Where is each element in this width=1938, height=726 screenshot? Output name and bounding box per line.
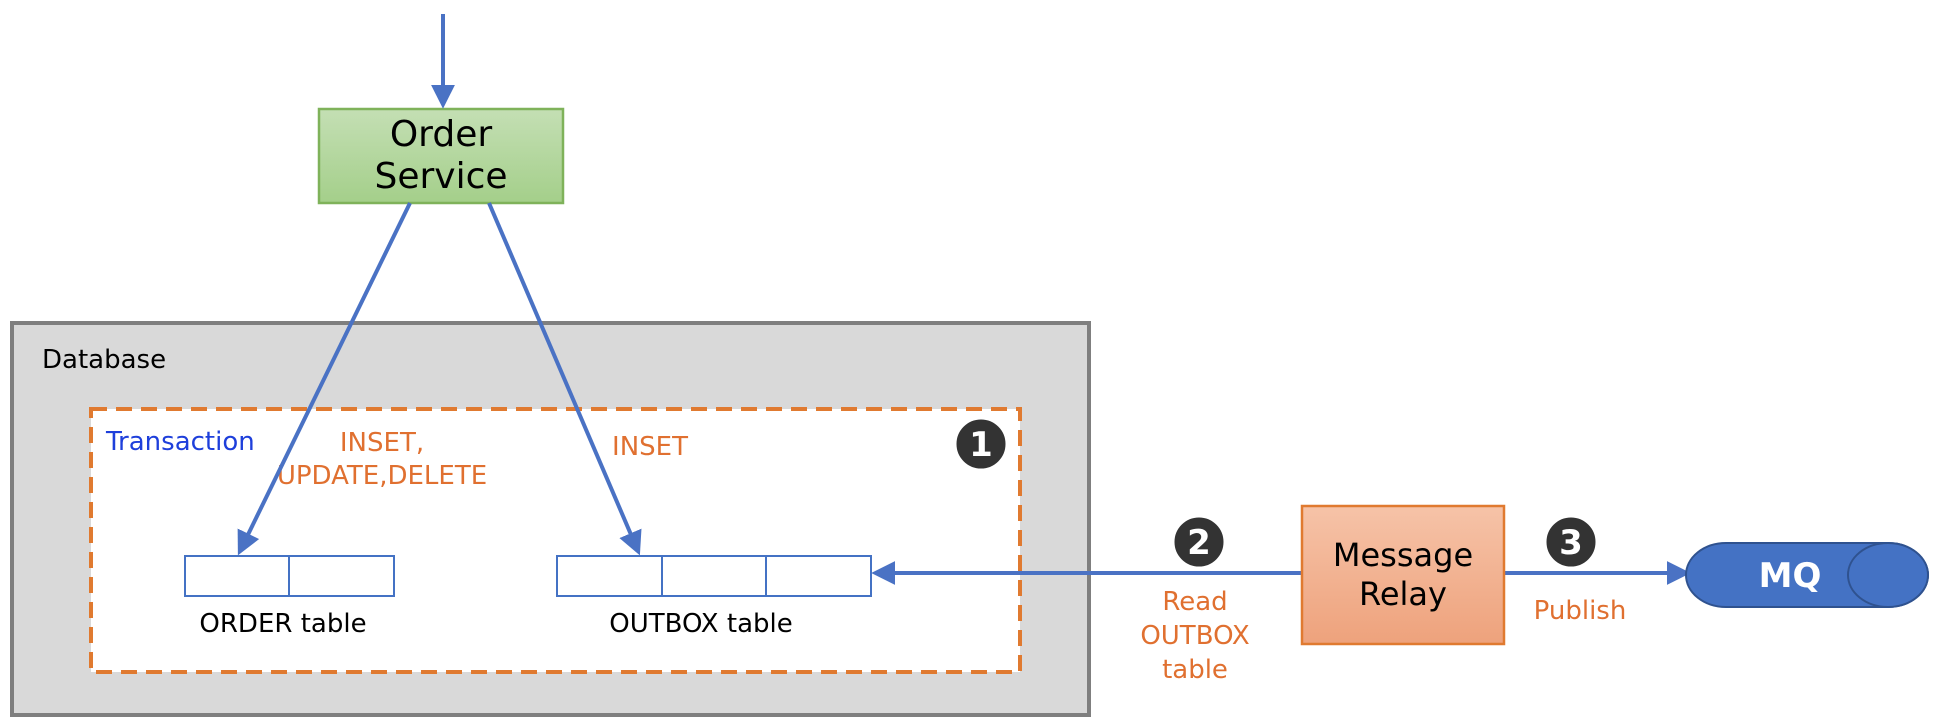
- outbox-table: [556, 555, 872, 597]
- step-1-badge: [953, 416, 1009, 472]
- message-relay-node: [1300, 504, 1506, 646]
- database-label: Database: [42, 345, 166, 375]
- transaction-label: Transaction: [105, 427, 255, 457]
- write-order-arrow: [237, 202, 412, 556]
- step-3-number: 3: [1559, 523, 1583, 563]
- outbox-table-cell: [661, 555, 767, 597]
- outbox-table-cell: [765, 555, 872, 597]
- order-table: [184, 555, 395, 597]
- mq-label: MQ: [1759, 556, 1822, 596]
- step-2-badge: [1171, 514, 1227, 570]
- order-ops-label-line1: INSET,: [340, 428, 424, 458]
- publish-label: Publish: [1534, 596, 1627, 626]
- outbox-table-label: OUTBOX table: [609, 609, 793, 639]
- order-service-node: [317, 107, 565, 205]
- step-1-number: 1: [969, 425, 993, 465]
- order-ops-label-line2: UPDATE,DELETE: [277, 461, 487, 491]
- message-relay-label-line2: Relay: [1359, 575, 1447, 613]
- read-label-line2: OUTBOX: [1140, 621, 1249, 651]
- write-outbox-arrow: [487, 202, 642, 556]
- outbox-ops-label: INSET: [612, 432, 688, 462]
- order-service-label-line2: Service: [374, 156, 507, 197]
- order-table-label: ORDER table: [199, 609, 366, 639]
- mq-end-cap: [1847, 542, 1929, 608]
- order-table-cell: [184, 555, 290, 597]
- message-relay-label-line1: Message: [1333, 536, 1473, 574]
- order-service-label-line1: Order: [390, 114, 493, 155]
- step-2-number: 2: [1187, 523, 1211, 563]
- mq-node: [1685, 542, 1929, 608]
- outbox-table-cell: [556, 555, 663, 597]
- step-3-badge: [1543, 514, 1599, 570]
- order-table-cell: [288, 555, 395, 597]
- read-label-line3: table: [1162, 655, 1228, 685]
- read-label-line1: Read: [1162, 587, 1227, 617]
